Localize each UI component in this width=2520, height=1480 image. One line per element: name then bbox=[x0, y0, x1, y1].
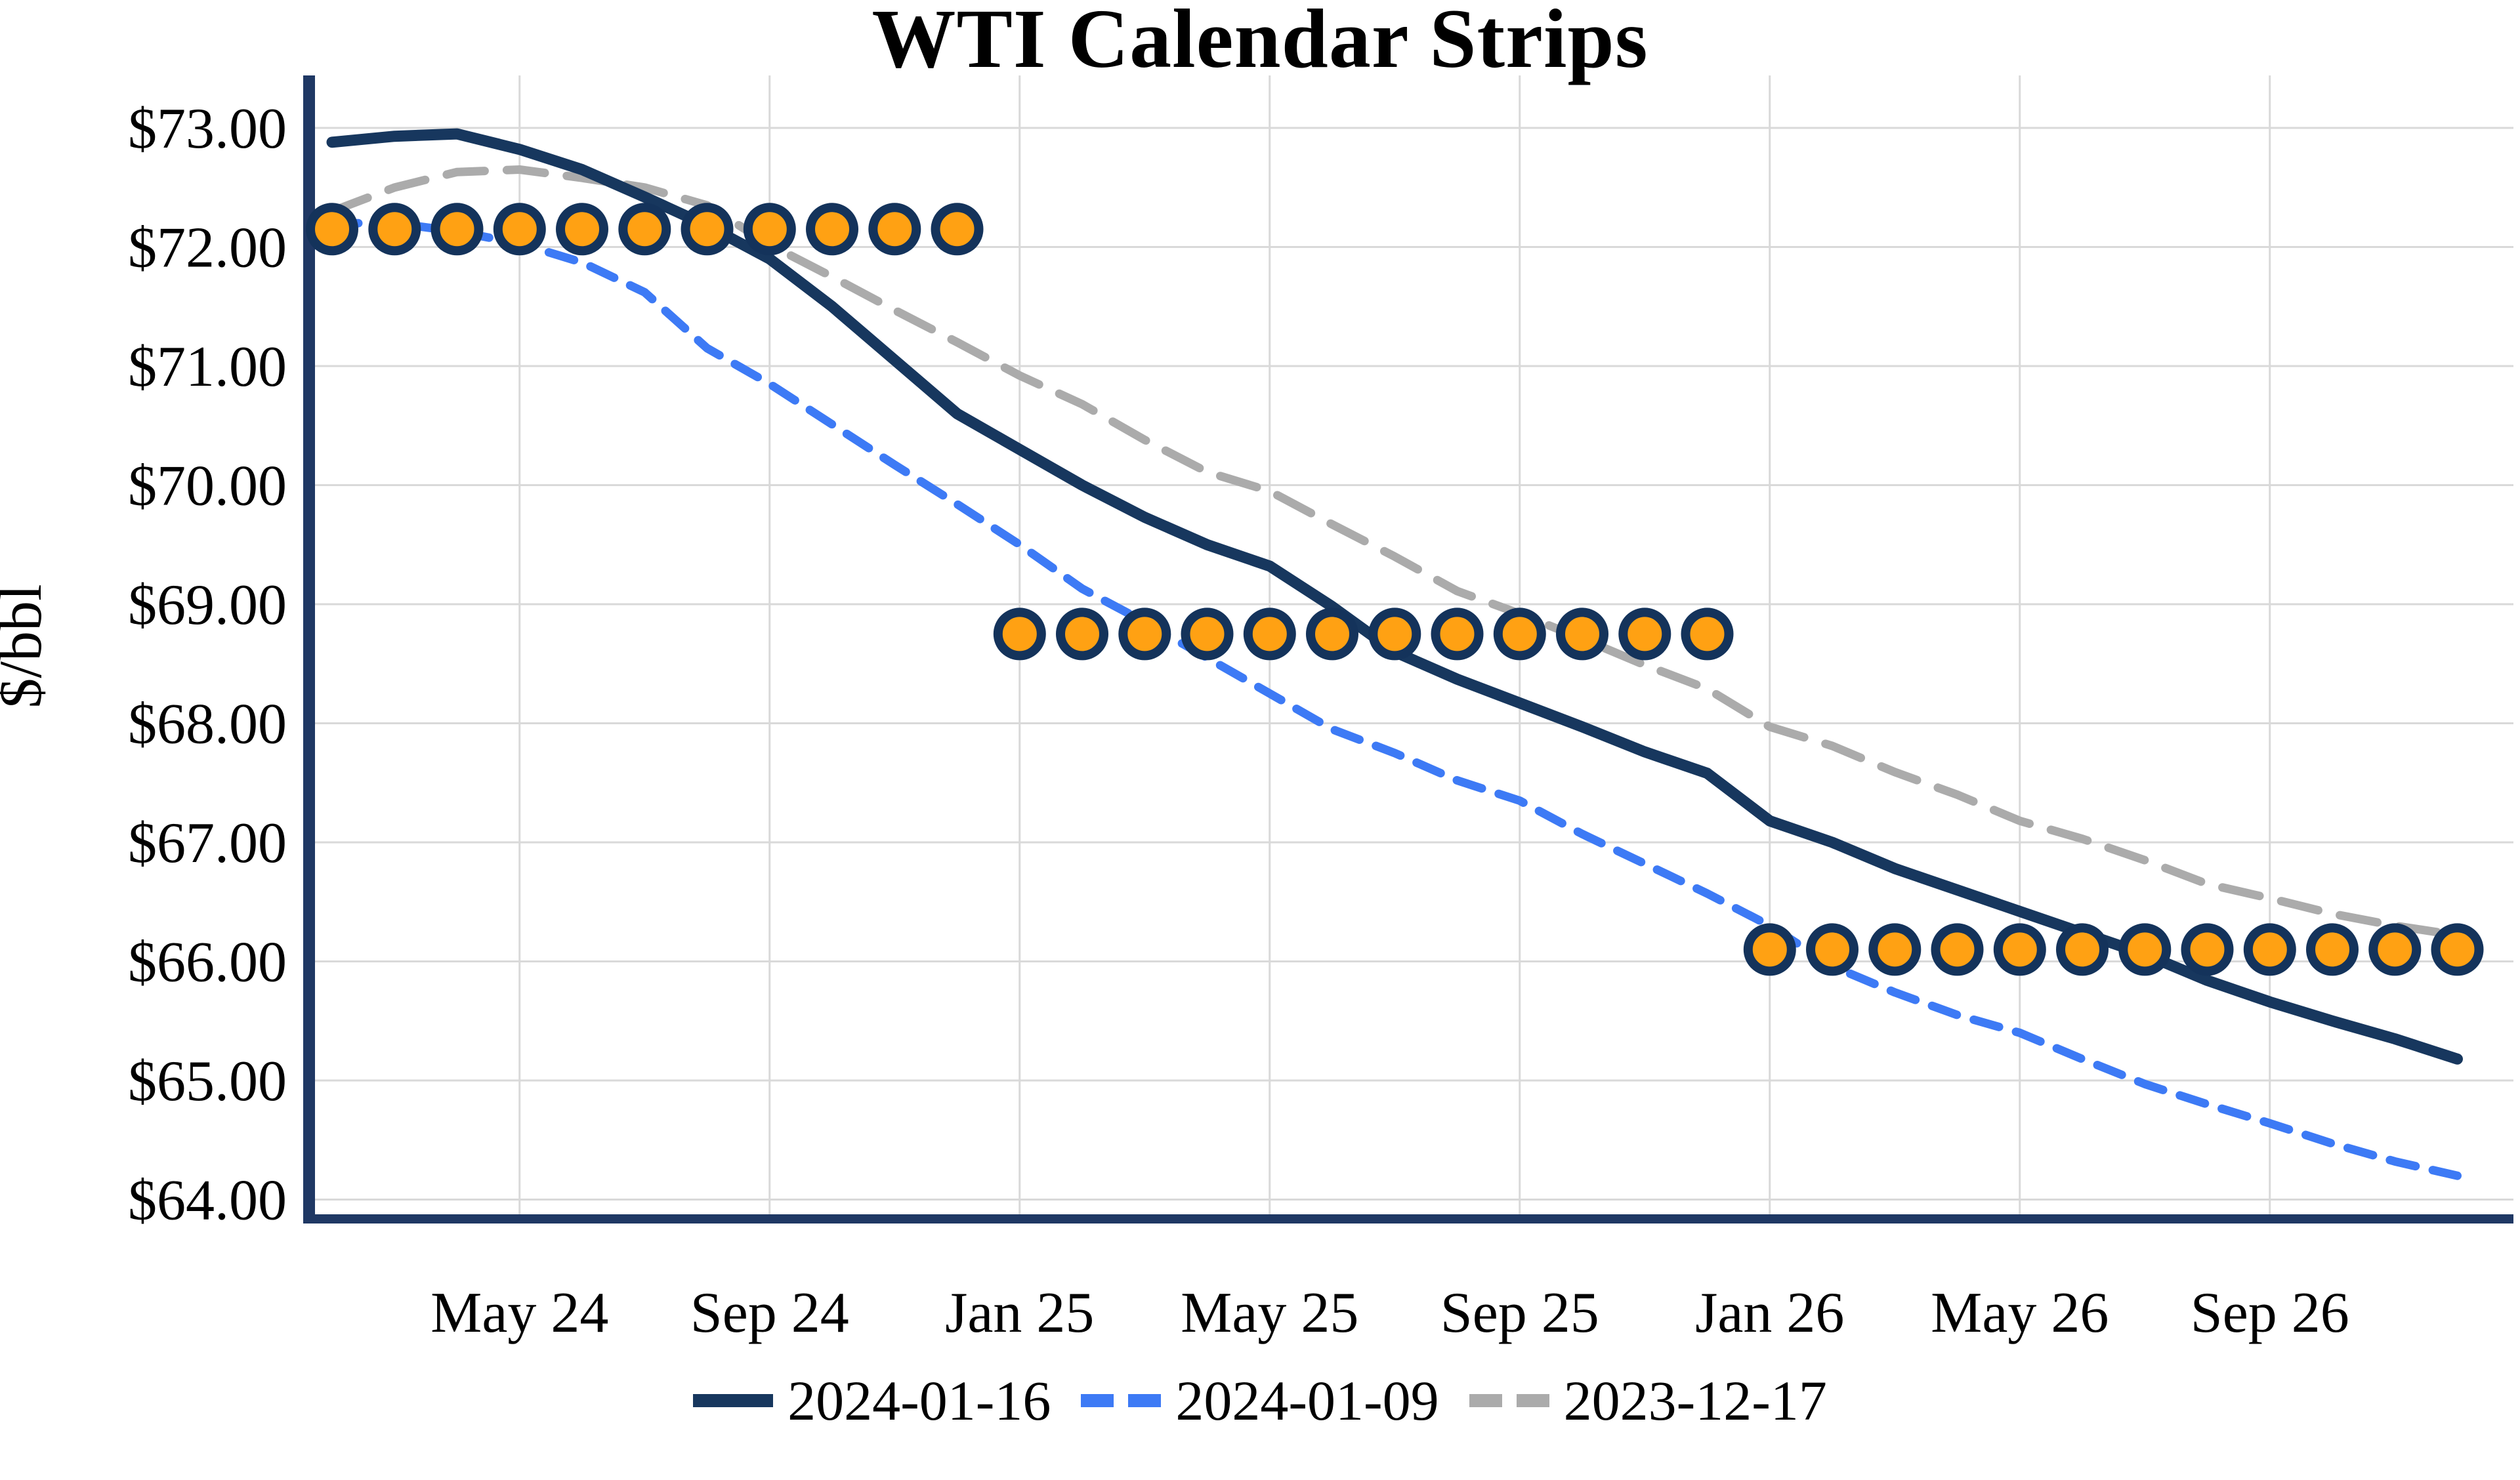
x-tick-label: May 25 bbox=[1181, 1281, 1358, 1345]
strip-marker bbox=[1368, 607, 1421, 661]
strip-marker bbox=[1306, 607, 1358, 661]
legend-label: 2024-01-16 bbox=[788, 1369, 1051, 1432]
strip-marker bbox=[1743, 923, 1796, 976]
strip-marker bbox=[1181, 607, 1234, 661]
strip-marker bbox=[1931, 923, 1984, 976]
strip-marker bbox=[1618, 607, 1671, 661]
legend-swatch-dashed-line-icon bbox=[1469, 1394, 1549, 1407]
legend-swatch-dashed-line-icon bbox=[1081, 1394, 1162, 1407]
x-tick-label: May 24 bbox=[430, 1281, 608, 1345]
chart-title: WTI Calendar Strips bbox=[872, 0, 1648, 85]
strip-marker bbox=[2056, 923, 2109, 976]
strip-marker bbox=[2368, 923, 2422, 976]
strip-marker bbox=[743, 203, 796, 256]
strip-marker bbox=[2306, 923, 2359, 976]
legend-item-2024-01-09: 2024-01-09 bbox=[1081, 1368, 1439, 1433]
x-tick-label: Sep 25 bbox=[1440, 1281, 1599, 1345]
strip-marker bbox=[1118, 607, 1171, 661]
y-tick-label: $73.00 bbox=[128, 97, 287, 161]
x-axis-labels: May 24 Sep 24 Jan 25 May 25 Sep 25 Jan 26 May … bbox=[430, 1281, 2349, 1345]
y-axis-labels: $73.00 $72.00 $71.00 $70.00 $69.00 $68.00 $67.… bbox=[128, 97, 287, 1233]
strip-marker bbox=[993, 607, 1046, 661]
x-tick-label: May 26 bbox=[1931, 1281, 2109, 1345]
legend-item-2023-12-17: 2023-12-17 bbox=[1469, 1368, 1827, 1433]
y-tick-label: $72.00 bbox=[128, 216, 287, 280]
strip-marker bbox=[2118, 923, 2172, 976]
y-tick-label: $67.00 bbox=[128, 812, 287, 875]
strip-marker bbox=[556, 203, 608, 256]
y-tick-label: $65.00 bbox=[128, 1050, 287, 1113]
strip-marker bbox=[368, 203, 421, 256]
strip-marker bbox=[1681, 607, 1734, 661]
legend: 2024-01-16 2024-01-09 2023-12-17 bbox=[0, 1365, 2520, 1437]
calendar-strip-markers bbox=[306, 203, 2484, 976]
y-tick-label: $68.00 bbox=[128, 693, 287, 756]
y-tick-label: $64.00 bbox=[128, 1169, 287, 1233]
y-tick-label: $69.00 bbox=[128, 573, 287, 637]
series-line-2023-12-17 bbox=[327, 165, 2462, 940]
strip-marker bbox=[1243, 607, 1296, 661]
x-tick-label: Jan 26 bbox=[1695, 1281, 1844, 1345]
strip-marker bbox=[2431, 923, 2484, 976]
x-tick-label: Sep 26 bbox=[2191, 1281, 2349, 1345]
strip-marker bbox=[1431, 607, 1484, 661]
legend-label: 2023-12-17 bbox=[1563, 1369, 1827, 1432]
y-axis-title: $/bbl bbox=[0, 584, 54, 708]
strip-marker bbox=[1806, 923, 1858, 976]
strip-marker bbox=[1056, 607, 1108, 661]
x-tick-label: Jan 25 bbox=[945, 1281, 1094, 1345]
strip-marker bbox=[2181, 923, 2234, 976]
strip-marker bbox=[493, 203, 546, 256]
strip-marker bbox=[1868, 923, 1922, 976]
legend-item-2024-01-16: 2024-01-16 bbox=[693, 1368, 1051, 1433]
strip-marker bbox=[1493, 607, 1546, 661]
strip-marker bbox=[2243, 923, 2296, 976]
strip-marker bbox=[681, 203, 734, 256]
y-tick-label: $66.00 bbox=[128, 931, 287, 995]
x-tick-label: Sep 24 bbox=[690, 1281, 849, 1345]
legend-label: 2024-01-09 bbox=[1175, 1369, 1439, 1432]
strip-marker bbox=[1556, 607, 1608, 661]
y-tick-label: $70.00 bbox=[128, 455, 287, 518]
strip-marker bbox=[1993, 923, 2046, 976]
series-line-2024-01-09 bbox=[327, 218, 2462, 1180]
strip-marker bbox=[430, 203, 484, 256]
strip-marker bbox=[306, 203, 358, 256]
strip-marker bbox=[868, 203, 921, 256]
series-line-2024-01-16 bbox=[326, 128, 2463, 1065]
strip-marker bbox=[806, 203, 858, 256]
y-tick-label: $71.00 bbox=[128, 335, 287, 399]
legend-swatch-solid-line-icon bbox=[693, 1394, 774, 1407]
strip-marker bbox=[931, 203, 984, 256]
strip-marker bbox=[618, 203, 671, 256]
